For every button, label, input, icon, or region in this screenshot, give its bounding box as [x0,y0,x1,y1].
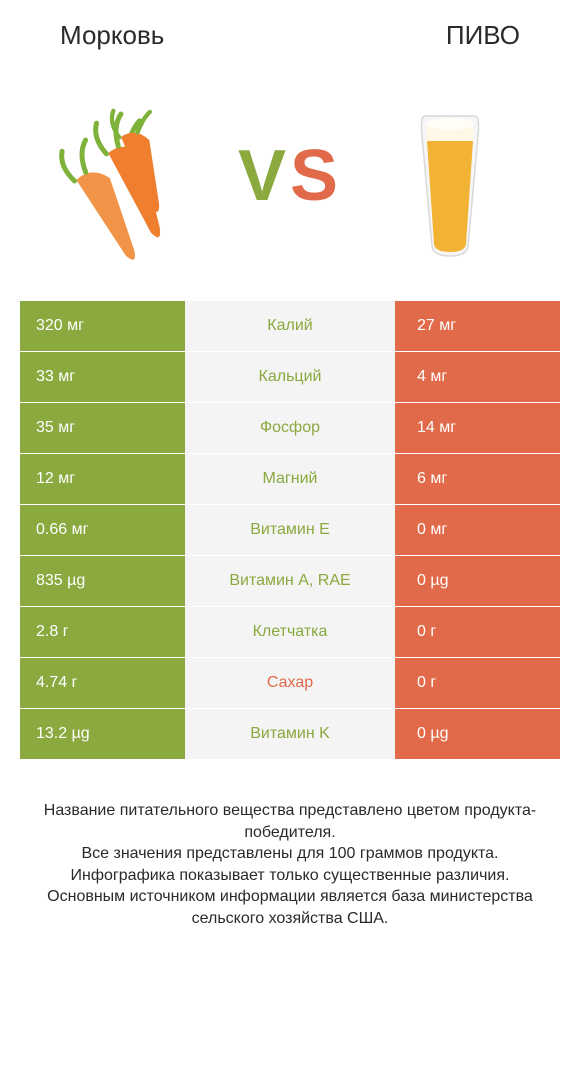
table-row: 13.2 µgВитамин K0 µg [20,709,560,759]
vs-s: S [290,136,342,216]
comparison-table: 320 мгКалий27 мг33 мгКальций4 мг35 мгФос… [0,301,580,759]
cell-left-value: 33 мг [20,352,185,402]
table-row: 35 мгФосфор14 мг [20,403,560,453]
cell-left-value: 320 мг [20,301,185,351]
footer-line: Основным источником информации является … [20,886,560,929]
cell-left-value: 0.66 мг [20,505,185,555]
cell-left-value: 12 мг [20,454,185,504]
footer-text: Название питательного вещества представл… [0,760,580,930]
cell-right-value: 4 мг [395,352,560,402]
cell-nutrient-label: Витамин E [185,505,395,555]
hero-row: VS [0,61,580,301]
vs-v: V [238,136,290,216]
cell-right-value: 0 г [395,658,560,708]
table-row: 835 µgВитамин A, RAE0 µg [20,556,560,606]
cell-right-value: 0 µg [395,556,560,606]
table-row: 33 мгКальций4 мг [20,352,560,402]
carrot-image [40,86,220,266]
beer-icon [360,86,540,266]
cell-left-value: 35 мг [20,403,185,453]
cell-nutrient-label: Кальций [185,352,395,402]
table-row: 2.8 гКлетчатка0 г [20,607,560,657]
cell-right-value: 27 мг [395,301,560,351]
table-row: 4.74 гСахар0 г [20,658,560,708]
cell-right-value: 0 г [395,607,560,657]
left-title: Морковь [60,20,164,51]
cell-right-value: 0 µg [395,709,560,759]
right-title: ПИВО [446,20,520,51]
cell-nutrient-label: Калий [185,301,395,351]
beer-image [360,86,540,266]
cell-nutrient-label: Фосфор [185,403,395,453]
carrot-icon [40,86,220,266]
footer-line: Название питательного вещества представл… [20,800,560,843]
cell-nutrient-label: Сахар [185,658,395,708]
cell-nutrient-label: Клетчатка [185,607,395,657]
cell-right-value: 14 мг [395,403,560,453]
vs-label: VS [238,135,342,217]
cell-nutrient-label: Витамин A, RAE [185,556,395,606]
footer-line: Инфографика показывает только существенн… [20,865,560,887]
cell-left-value: 4.74 г [20,658,185,708]
footer-line: Все значения представлены для 100 граммо… [20,843,560,865]
table-row: 320 мгКалий27 мг [20,301,560,351]
cell-right-value: 0 мг [395,505,560,555]
cell-nutrient-label: Магний [185,454,395,504]
table-row: 0.66 мгВитамин E0 мг [20,505,560,555]
table-row: 12 мгМагний6 мг [20,454,560,504]
cell-left-value: 13.2 µg [20,709,185,759]
cell-nutrient-label: Витамин K [185,709,395,759]
cell-right-value: 6 мг [395,454,560,504]
title-row: Морковь ПИВО [0,0,580,61]
cell-left-value: 835 µg [20,556,185,606]
cell-left-value: 2.8 г [20,607,185,657]
